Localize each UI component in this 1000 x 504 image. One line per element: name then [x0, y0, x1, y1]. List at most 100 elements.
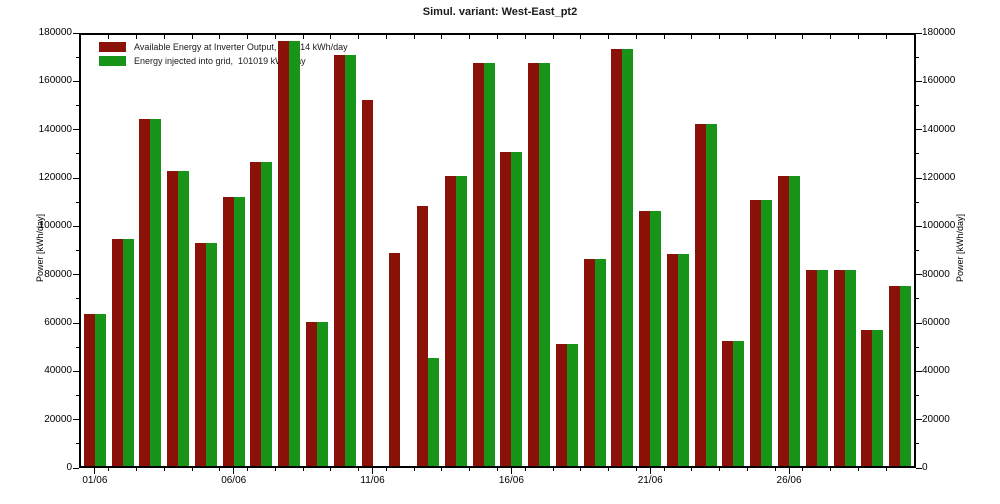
x-minor-tick-top — [635, 35, 637, 39]
x-major-tick — [788, 468, 790, 474]
y-tick-right — [916, 32, 922, 34]
day-group-05-06 — [192, 35, 220, 466]
x-minor-tick-bottom — [885, 468, 887, 471]
bar-injected-05-06 — [205, 243, 217, 466]
day-group-26-06 — [775, 35, 803, 466]
day-group-07-06 — [248, 35, 276, 466]
bar-injected-18-06 — [566, 344, 578, 466]
bar-injected-21-06 — [650, 211, 662, 466]
day-group-19-06 — [581, 35, 609, 466]
y-tick-left — [76, 346, 79, 348]
y-tick-right — [916, 105, 919, 106]
bar-available-24-06 — [722, 341, 734, 466]
y-tick-right — [916, 274, 922, 276]
y-tick-left — [73, 467, 79, 469]
y-tick-right — [916, 467, 922, 469]
bar-injected-22-06 — [677, 254, 689, 466]
x-minor-tick-top — [385, 35, 387, 39]
x-minor-tick-bottom — [635, 468, 637, 471]
y-tick-right — [916, 80, 922, 82]
x-minor-tick-bottom — [302, 468, 304, 471]
x-minor-tick-top — [302, 35, 304, 39]
day-group-04-06 — [164, 35, 192, 466]
bar-available-25-06 — [750, 200, 762, 466]
x-axis-tick-label: 06/06 — [221, 475, 247, 486]
y-axis-title-right: Power [kWh/day] — [955, 213, 965, 283]
bar-available-18-06 — [555, 344, 567, 466]
day-group-28-06 — [831, 35, 859, 466]
bar-available-07-06 — [250, 162, 262, 466]
bar-injected-20-06 — [622, 49, 634, 466]
bar-injected-25-06 — [761, 200, 773, 466]
y-axis-tick-label: 180000 — [922, 27, 956, 38]
x-minor-tick-top — [885, 35, 887, 39]
bar-available-26-06 — [778, 176, 790, 466]
bar-available-03-06 — [139, 119, 151, 466]
day-group-03-06 — [137, 35, 165, 466]
y-tick-left — [76, 443, 79, 445]
y-tick-left — [73, 322, 79, 324]
x-minor-tick-bottom — [108, 468, 110, 471]
x-major-tick — [649, 468, 651, 474]
x-minor-tick-top — [274, 35, 276, 39]
x-minor-tick-top — [358, 35, 360, 39]
y-tick-left — [76, 298, 79, 300]
y-axis-tick-label: 80000 — [922, 268, 950, 280]
y-tick-right — [916, 346, 919, 348]
x-minor-tick-bottom — [524, 468, 526, 471]
y-tick-right — [916, 177, 922, 179]
x-minor-tick-bottom — [608, 468, 610, 471]
bar-injected-07-06 — [261, 162, 273, 466]
x-axis-tick-label: 01/06 — [82, 475, 108, 486]
y-axis-tick-label: 60000 — [922, 317, 950, 328]
bar-available-11-06 — [361, 100, 373, 466]
x-axis-tick-label: 21/06 — [637, 475, 663, 486]
y-tick-right — [916, 370, 922, 372]
y-axis-tick-label: 100000 — [38, 220, 72, 232]
legend-swatch-available-energy — [99, 42, 126, 52]
legend-swatch-energy-injected — [99, 56, 126, 66]
y-tick-left — [73, 129, 79, 131]
bar-injected-29-06 — [872, 330, 884, 466]
y-axis-tick-label: 80000 — [44, 268, 72, 280]
y-tick-right — [916, 153, 919, 155]
x-minor-tick-bottom — [330, 468, 332, 471]
y-tick-right — [916, 201, 919, 203]
chart-title: Simul. variant: West-East_pt2 — [422, 6, 578, 18]
bar-injected-30-06 — [900, 286, 912, 466]
day-group-30-06 — [886, 35, 914, 466]
bar-available-08-06 — [278, 41, 290, 466]
x-minor-tick-top — [163, 35, 165, 39]
y-tick-right — [916, 225, 922, 227]
y-tick-left — [76, 105, 79, 106]
y-tick-right — [916, 322, 922, 324]
day-group-27-06 — [803, 35, 831, 466]
x-minor-tick-bottom — [580, 468, 582, 471]
bar-available-20-06 — [611, 49, 623, 466]
day-group-01-06 — [81, 35, 109, 466]
x-minor-tick-bottom — [691, 468, 693, 471]
x-major-tick — [510, 468, 512, 474]
y-tick-right — [916, 395, 919, 396]
bar-available-12-06 — [389, 253, 401, 466]
bar-available-22-06 — [666, 254, 678, 466]
x-major-tick — [94, 468, 96, 474]
x-minor-tick-bottom — [802, 468, 804, 471]
day-group-06-06 — [220, 35, 248, 466]
y-tick-right — [916, 298, 919, 300]
day-group-12-06 — [386, 35, 414, 466]
bar-available-27-06 — [805, 270, 817, 466]
y-tick-left — [76, 395, 79, 396]
y-axis-tick-label: 120000 — [38, 172, 72, 183]
x-minor-tick-bottom — [219, 468, 221, 471]
day-group-23-06 — [692, 35, 720, 466]
day-group-22-06 — [664, 35, 692, 466]
bar-available-13-06 — [417, 206, 429, 466]
bar-available-16-06 — [500, 152, 512, 466]
x-minor-tick-bottom — [746, 468, 748, 471]
x-minor-tick-bottom — [441, 468, 443, 471]
y-axis-tick-label: 180000 — [38, 27, 72, 38]
bar-injected-19-06 — [594, 259, 606, 466]
x-minor-tick-top — [108, 35, 110, 39]
